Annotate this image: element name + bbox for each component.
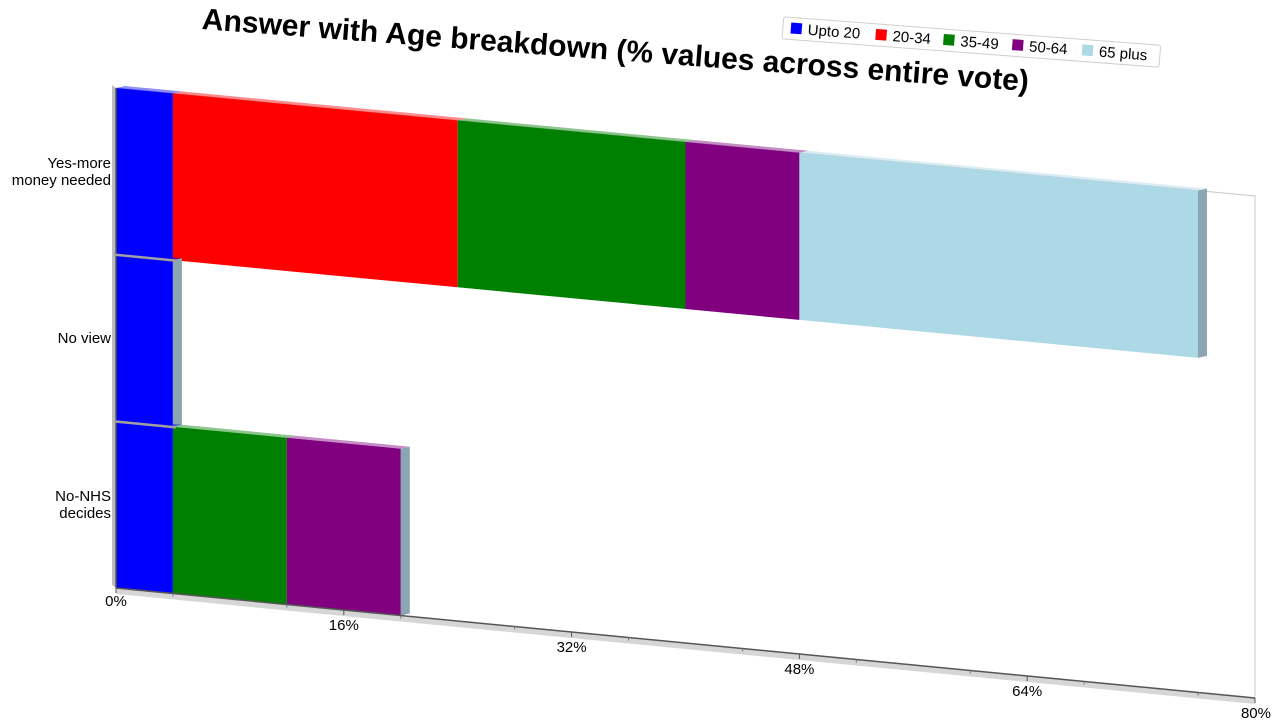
bar-segment [685, 142, 800, 320]
bar-top-face [286, 435, 410, 449]
x-tick-label: 48% [784, 661, 814, 678]
bar-top-face [172, 91, 467, 121]
legend-label: 35-49 [960, 33, 1000, 53]
x-tick-label: 32% [557, 639, 587, 656]
bar-top-face [116, 86, 182, 94]
legend-label: Upto 20 [807, 22, 861, 43]
legend-swatch [790, 22, 803, 35]
bar-top-face [116, 419, 182, 427]
x-tick-label: 0% [105, 593, 127, 610]
bar-top-face [116, 252, 182, 261]
category-label: Yes-more money needed [12, 155, 111, 189]
bar-top-face [799, 150, 1207, 191]
legend-label: 20-34 [892, 28, 932, 48]
x-tick-label: 16% [329, 617, 359, 634]
bar-segment [457, 120, 686, 310]
legend-swatch [1011, 39, 1024, 51]
legend-swatch [875, 28, 888, 41]
bar-segment [799, 152, 1198, 358]
bars-group [116, 86, 1207, 616]
legend-label: 50-64 [1029, 38, 1069, 58]
legend: Upto 20 20-34 35-49 50-64 65 plus [781, 16, 1161, 68]
bar-side-face [172, 258, 182, 427]
bar-segment [172, 426, 287, 605]
legend-swatch [1081, 44, 1094, 57]
bar-side-face [1198, 188, 1207, 358]
category-separator [113, 420, 177, 429]
bar-segment [116, 254, 173, 427]
bar-top-face [172, 424, 296, 438]
bar-top-face [685, 140, 809, 153]
title-group: Answer with Age breakdown (% values acro… [201, 3, 1030, 98]
bar-top-face [457, 118, 695, 142]
bar-segment [286, 437, 401, 616]
category-separator [113, 253, 177, 262]
legend-label: 65 plus [1098, 44, 1148, 65]
bar-side-face [400, 446, 410, 616]
category-label: No view [58, 330, 112, 347]
bar-segment [172, 93, 458, 288]
chart-title: Answer with Age breakdown (% values acro… [201, 3, 1030, 98]
category-label: No-NHS decides [55, 488, 111, 522]
bar-segment [116, 421, 173, 594]
axis-wall [112, 85, 116, 588]
axes-group [113, 88, 1256, 703]
x-axis-line [115, 587, 1256, 699]
legend-swatch [943, 33, 955, 46]
x-tick-label: 64% [1012, 683, 1042, 700]
x-tick-label: 80% [1241, 705, 1271, 720]
labels-group: Yes-more money needed No view No-NHS decides… [12, 155, 1271, 720]
bar-segment [116, 88, 173, 261]
